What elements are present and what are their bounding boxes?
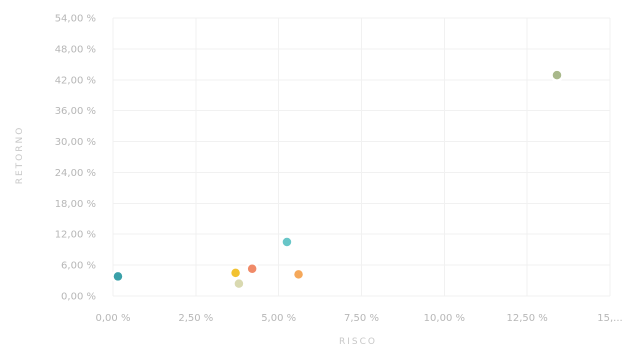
y-tick-label: 0,00 % — [61, 292, 96, 303]
y-tick-label: 54,00 % — [55, 14, 96, 25]
y-tick-label: 48,00 % — [55, 44, 96, 55]
data-point[interactable] — [291, 267, 306, 282]
data-points — [111, 68, 564, 291]
x-tick-label: 2,50 % — [178, 313, 213, 324]
y-axis-title: RETORNO — [15, 126, 25, 185]
x-tick-label: 5,00 % — [261, 313, 296, 324]
data-point[interactable] — [280, 235, 294, 249]
data-point[interactable] — [245, 261, 259, 276]
x-axis-title: RISCO — [339, 337, 377, 347]
data-point[interactable] — [232, 276, 246, 291]
y-tick-label: 36,00 % — [55, 106, 96, 117]
grid — [112, 17, 611, 297]
x-tick-label: 12,50 % — [507, 313, 548, 324]
x-tick-label: 7,50 % — [344, 313, 379, 324]
data-point[interactable] — [228, 266, 243, 280]
data-point[interactable] — [550, 68, 564, 82]
y-tick-label: 30,00 % — [55, 137, 96, 148]
data-point[interactable] — [111, 269, 125, 284]
y-axis-ticks: 0,00 % 6,00 % 12,00 % 18,00 % 24,00 % 30,00 %… — [55, 14, 96, 303]
y-tick-label: 42,00 % — [55, 75, 96, 86]
y-tick-label: 6,00 % — [61, 261, 96, 272]
y-tick-label: 12,00 % — [55, 230, 96, 241]
y-tick-label: 18,00 % — [55, 199, 96, 210]
y-tick-label: 24,00 % — [55, 168, 96, 179]
x-tick-label: 15,... — [597, 313, 622, 324]
x-tick-label: 0,00 % — [96, 313, 131, 324]
x-axis-ticks: 0,00 % 2,50 % 5,00 % 7,50 % 10,00 % 12,50 % 15… — [96, 313, 623, 324]
x-tick-label: 10,00 % — [424, 313, 465, 324]
